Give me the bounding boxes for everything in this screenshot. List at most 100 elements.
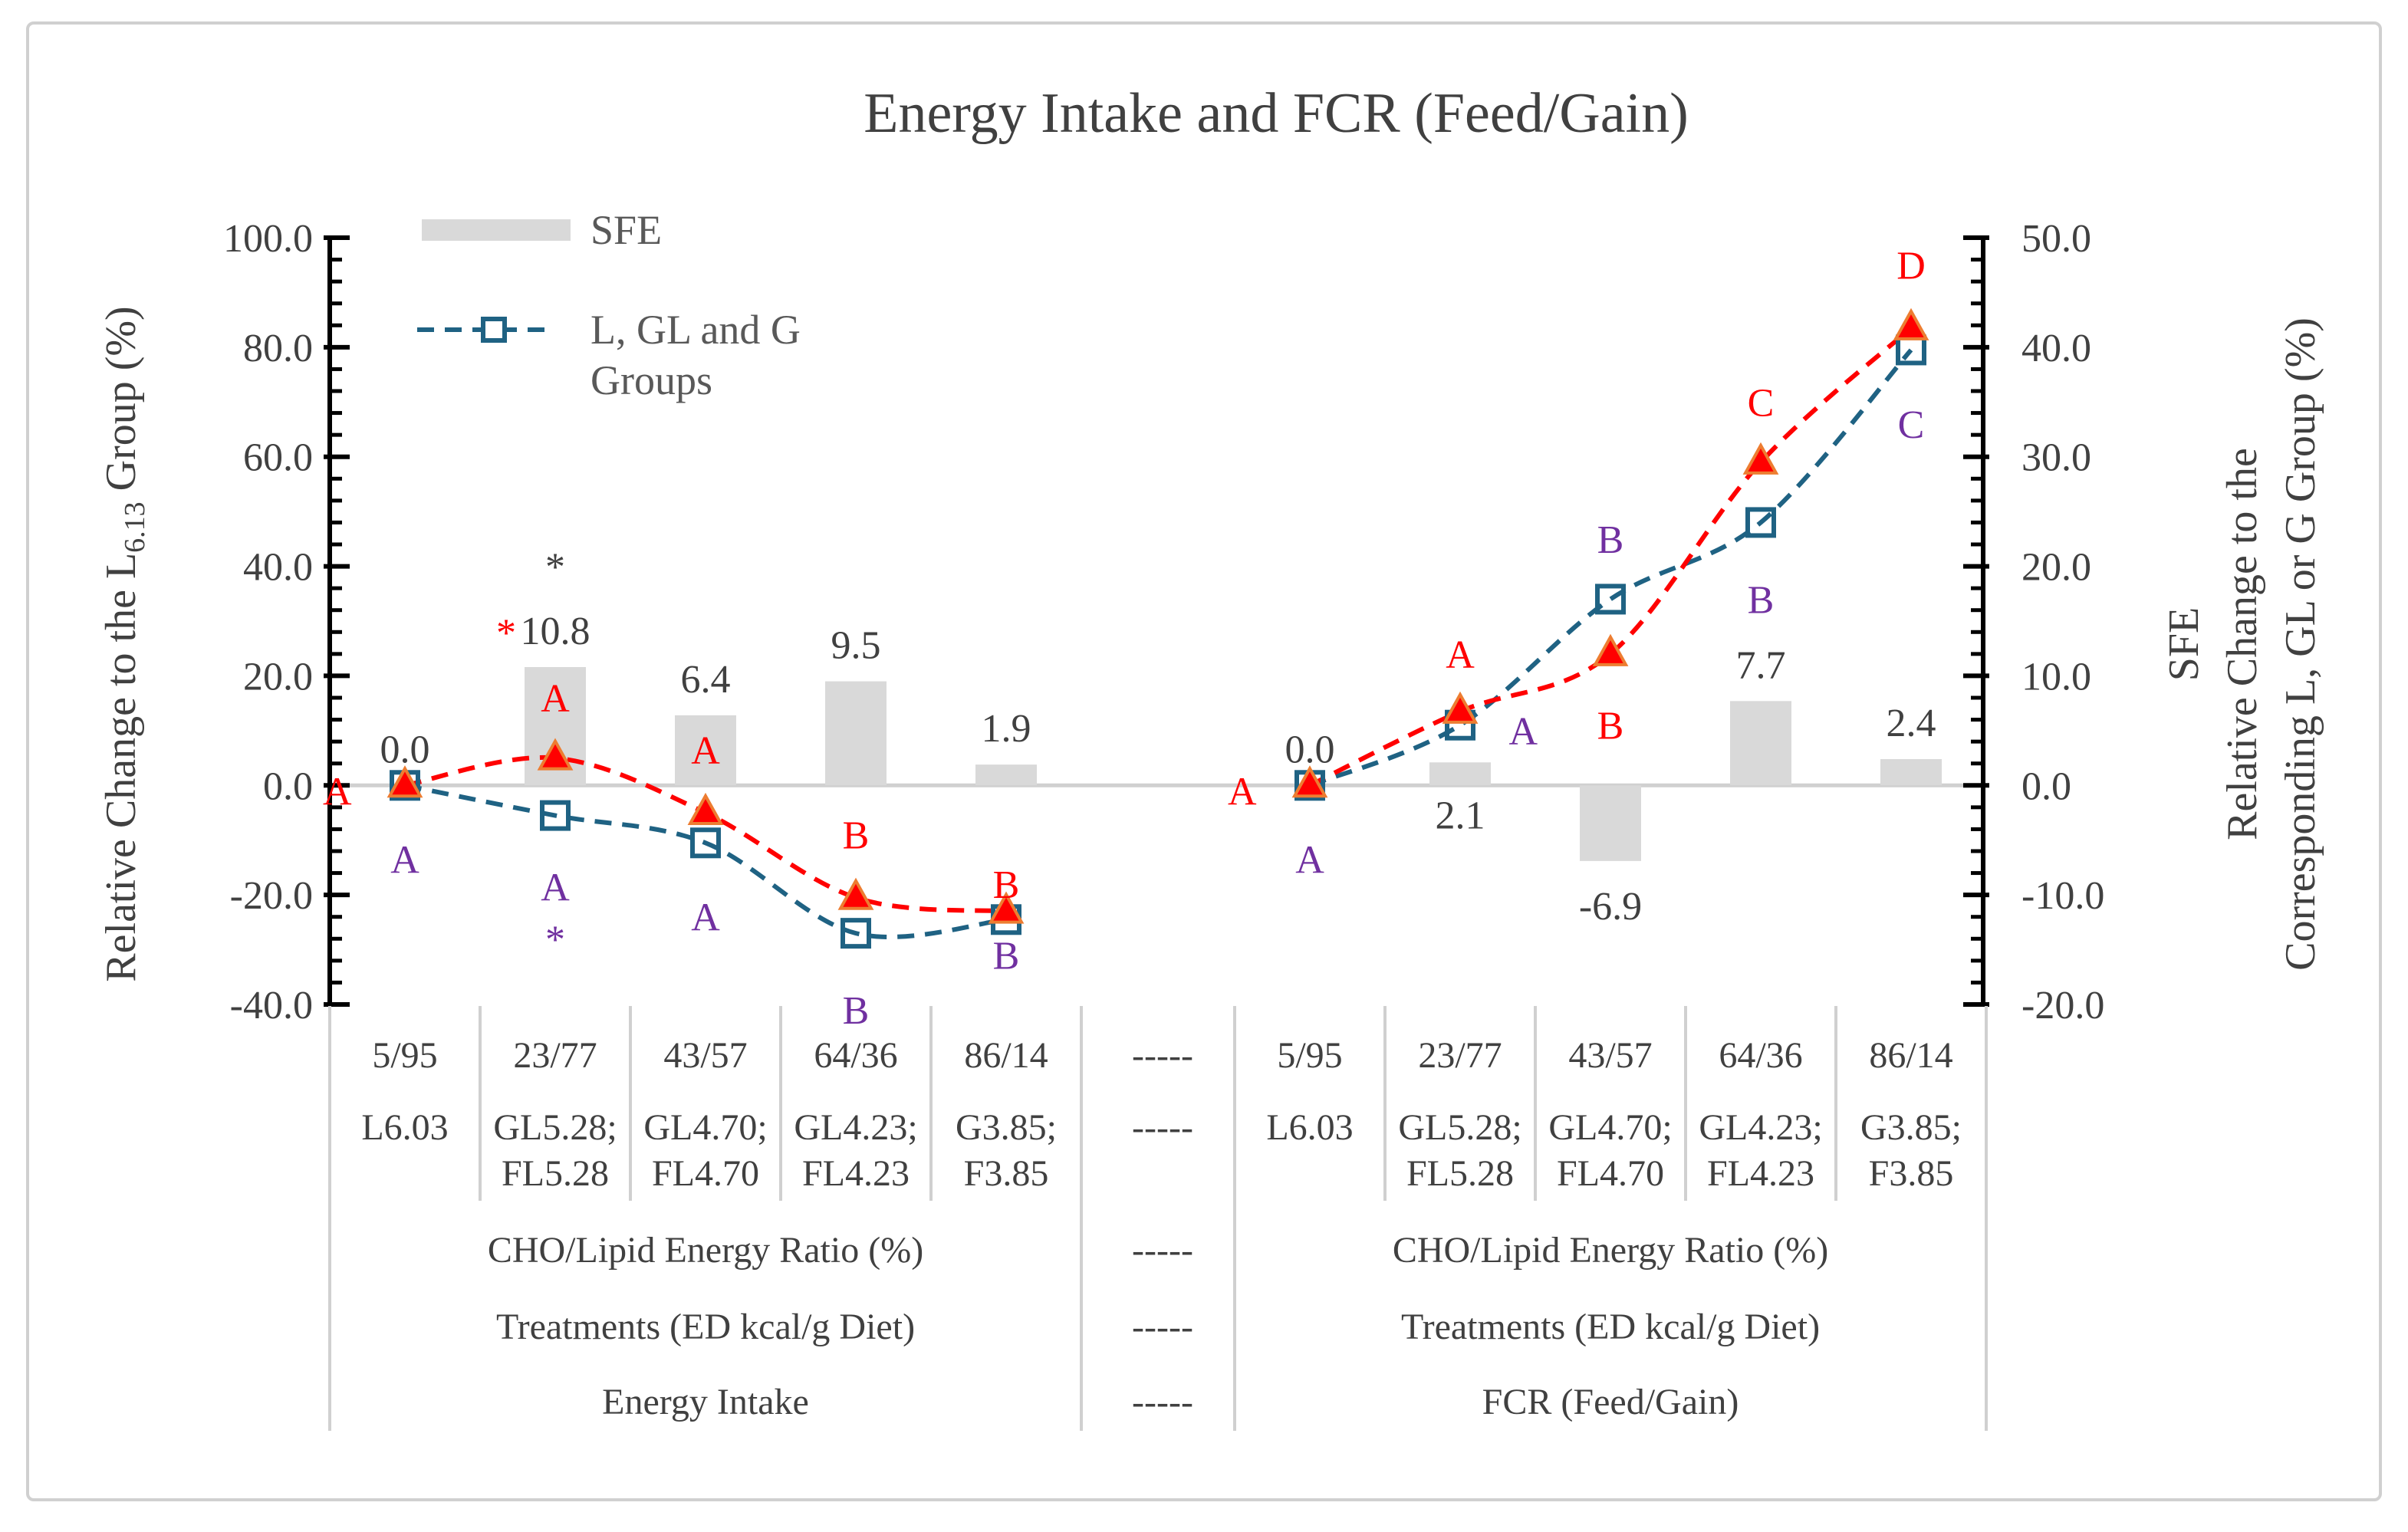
- sfe-bar: [1730, 701, 1791, 786]
- red-series-line: [1308, 326, 1913, 787]
- left-axis-title: Relative Change to the L6.13 Group (%): [97, 306, 151, 981]
- treatment-label: GL5.28;: [1398, 1107, 1521, 1148]
- right-tick-label: 10.0: [2021, 655, 2091, 699]
- significance-letter: *: [545, 918, 565, 962]
- significance-letter: B: [1597, 518, 1624, 562]
- red-triangle-marker: [1592, 633, 1629, 666]
- significance-letter: *: [545, 546, 565, 590]
- red-triangle-marker: [1291, 765, 1328, 798]
- legend-line-label-2: Groups: [590, 357, 712, 403]
- right-axis-title-2: Relative Change to the: [2219, 448, 2266, 840]
- treatment-label: G3.85;: [1860, 1107, 1962, 1148]
- right-tick-label: -20.0: [2021, 984, 2104, 1027]
- ratio-row-label: CHO/Lipid Energy Ratio (%): [1393, 1230, 1828, 1271]
- significance-letter: B: [843, 989, 870, 1033]
- blue-square-marker: [840, 918, 871, 949]
- ratio-row-label: CHO/Lipid Energy Ratio (%): [488, 1230, 923, 1271]
- legend-sfe-label: SFE: [590, 207, 662, 253]
- separator-label: -----: [1132, 1382, 1193, 1422]
- left-tick-label: 0.0: [263, 764, 313, 808]
- separator-label: -----: [1132, 1307, 1193, 1347]
- blue-square-marker: [690, 827, 721, 859]
- left-tick-label: -40.0: [230, 984, 313, 1027]
- sfe-value-label: 1.9: [982, 707, 1031, 751]
- chart-title: Energy Intake and FCR (Feed/Gain): [864, 82, 1689, 145]
- treatment-label: GL4.70;: [643, 1107, 767, 1148]
- significance-letter: A: [691, 729, 720, 773]
- significance-letter: A: [1509, 710, 1538, 754]
- separator-label: -----: [1132, 1035, 1193, 1076]
- legend: SFE L, GL and G Groups: [417, 207, 801, 403]
- ratio-label: 64/36: [1719, 1035, 1802, 1076]
- treatment-label: GL4.23;: [794, 1107, 917, 1148]
- panel-name: Energy Intake: [602, 1382, 809, 1422]
- sfe-value-label: 6.4: [681, 658, 731, 702]
- legend-square-marker: [481, 317, 507, 343]
- ratio-label: 43/57: [1568, 1035, 1652, 1076]
- sfe-value-label: 2.1: [1436, 794, 1485, 837]
- treatment-label-line2: F3.85: [1869, 1153, 1954, 1194]
- red-triangle-marker: [837, 877, 874, 910]
- ratio-label: 86/14: [1869, 1035, 1952, 1076]
- blue-square-marker: [1745, 507, 1776, 538]
- left-axis-title-tail: Group (%): [97, 306, 145, 501]
- right-tick-label: 40.0: [2021, 327, 2091, 370]
- treatment-label: L6.03: [361, 1107, 448, 1148]
- significance-letter: *: [496, 611, 516, 655]
- treatment-label-line2: FL4.23: [802, 1153, 910, 1194]
- significance-letter: B: [843, 814, 870, 858]
- treatment-label: G3.85;: [956, 1107, 1057, 1148]
- treatment-label-line2: FL4.70: [652, 1153, 759, 1194]
- left-tick-label: 100.0: [223, 217, 313, 261]
- significance-letter: B: [1748, 578, 1775, 622]
- treatment-row-label: Treatments (ED kcal/g Diet): [496, 1307, 915, 1347]
- treatment-label-line2: F3.85: [964, 1153, 1049, 1194]
- treatment-row-label: Treatments (ED kcal/g Diet): [1401, 1307, 1820, 1347]
- sfe-bar: [1580, 785, 1641, 861]
- treatment-label-line2: FL5.28: [502, 1153, 609, 1194]
- right-tick-label: 50.0: [2021, 217, 2091, 261]
- ratio-label: 5/95: [372, 1035, 437, 1076]
- sfe-bar: [1429, 762, 1491, 786]
- right-axis-title-1: SFE: [2160, 607, 2208, 682]
- treatment-label-line2: FL5.28: [1406, 1153, 1514, 1194]
- chart-border: [26, 21, 2382, 1501]
- blue-series-line: [1308, 348, 1913, 788]
- legend-sfe-swatch: [422, 219, 571, 241]
- red-triangle-marker: [537, 738, 574, 771]
- ratio-label: 64/36: [814, 1035, 897, 1076]
- red-triangle-marker: [1893, 307, 1929, 340]
- sfe-bar: [825, 681, 887, 786]
- left-tick-label: 40.0: [243, 546, 313, 590]
- separator-label: -----: [1132, 1107, 1193, 1148]
- ratio-label: 5/95: [1277, 1035, 1342, 1076]
- sfe-value-label: 2.4: [1887, 702, 1936, 745]
- separator-label: -----: [1132, 1230, 1193, 1271]
- treatment-label-line2: FL4.23: [1707, 1153, 1814, 1194]
- sfe-bar: [675, 715, 736, 786]
- left-tick-label: 20.0: [243, 655, 313, 699]
- significance-letter: C: [1748, 381, 1775, 425]
- left-axis-title-main: Relative Change to the L: [97, 553, 145, 982]
- significance-letter: B: [993, 863, 1020, 907]
- significance-letter: A: [390, 839, 419, 883]
- significance-letter: A: [541, 866, 570, 909]
- sfe-bar: [1880, 759, 1942, 786]
- ratio-label: 86/14: [964, 1035, 1048, 1076]
- right-tick-label: 20.0: [2021, 546, 2091, 590]
- panel-name: FCR (Feed/Gain): [1482, 1382, 1739, 1422]
- significance-letter: A: [323, 770, 352, 814]
- blue-series-line: [404, 783, 1007, 939]
- significance-letter: A: [1446, 633, 1475, 677]
- sfe-value-label: -6.9: [1579, 885, 1642, 929]
- treatment-label: GL5.28;: [493, 1107, 617, 1148]
- blue-square-marker: [540, 800, 571, 831]
- sfe-value-label: 0.0: [1285, 728, 1335, 771]
- treatment-label-line2: FL4.70: [1557, 1153, 1664, 1194]
- significance-letter: D: [1896, 245, 1926, 288]
- sfe-value-label: 10.8: [521, 610, 590, 653]
- ratio-label: 23/77: [1418, 1035, 1502, 1076]
- red-triangle-marker: [687, 792, 724, 825]
- red-triangle-marker: [1442, 691, 1479, 724]
- red-triangle-marker: [988, 891, 1025, 924]
